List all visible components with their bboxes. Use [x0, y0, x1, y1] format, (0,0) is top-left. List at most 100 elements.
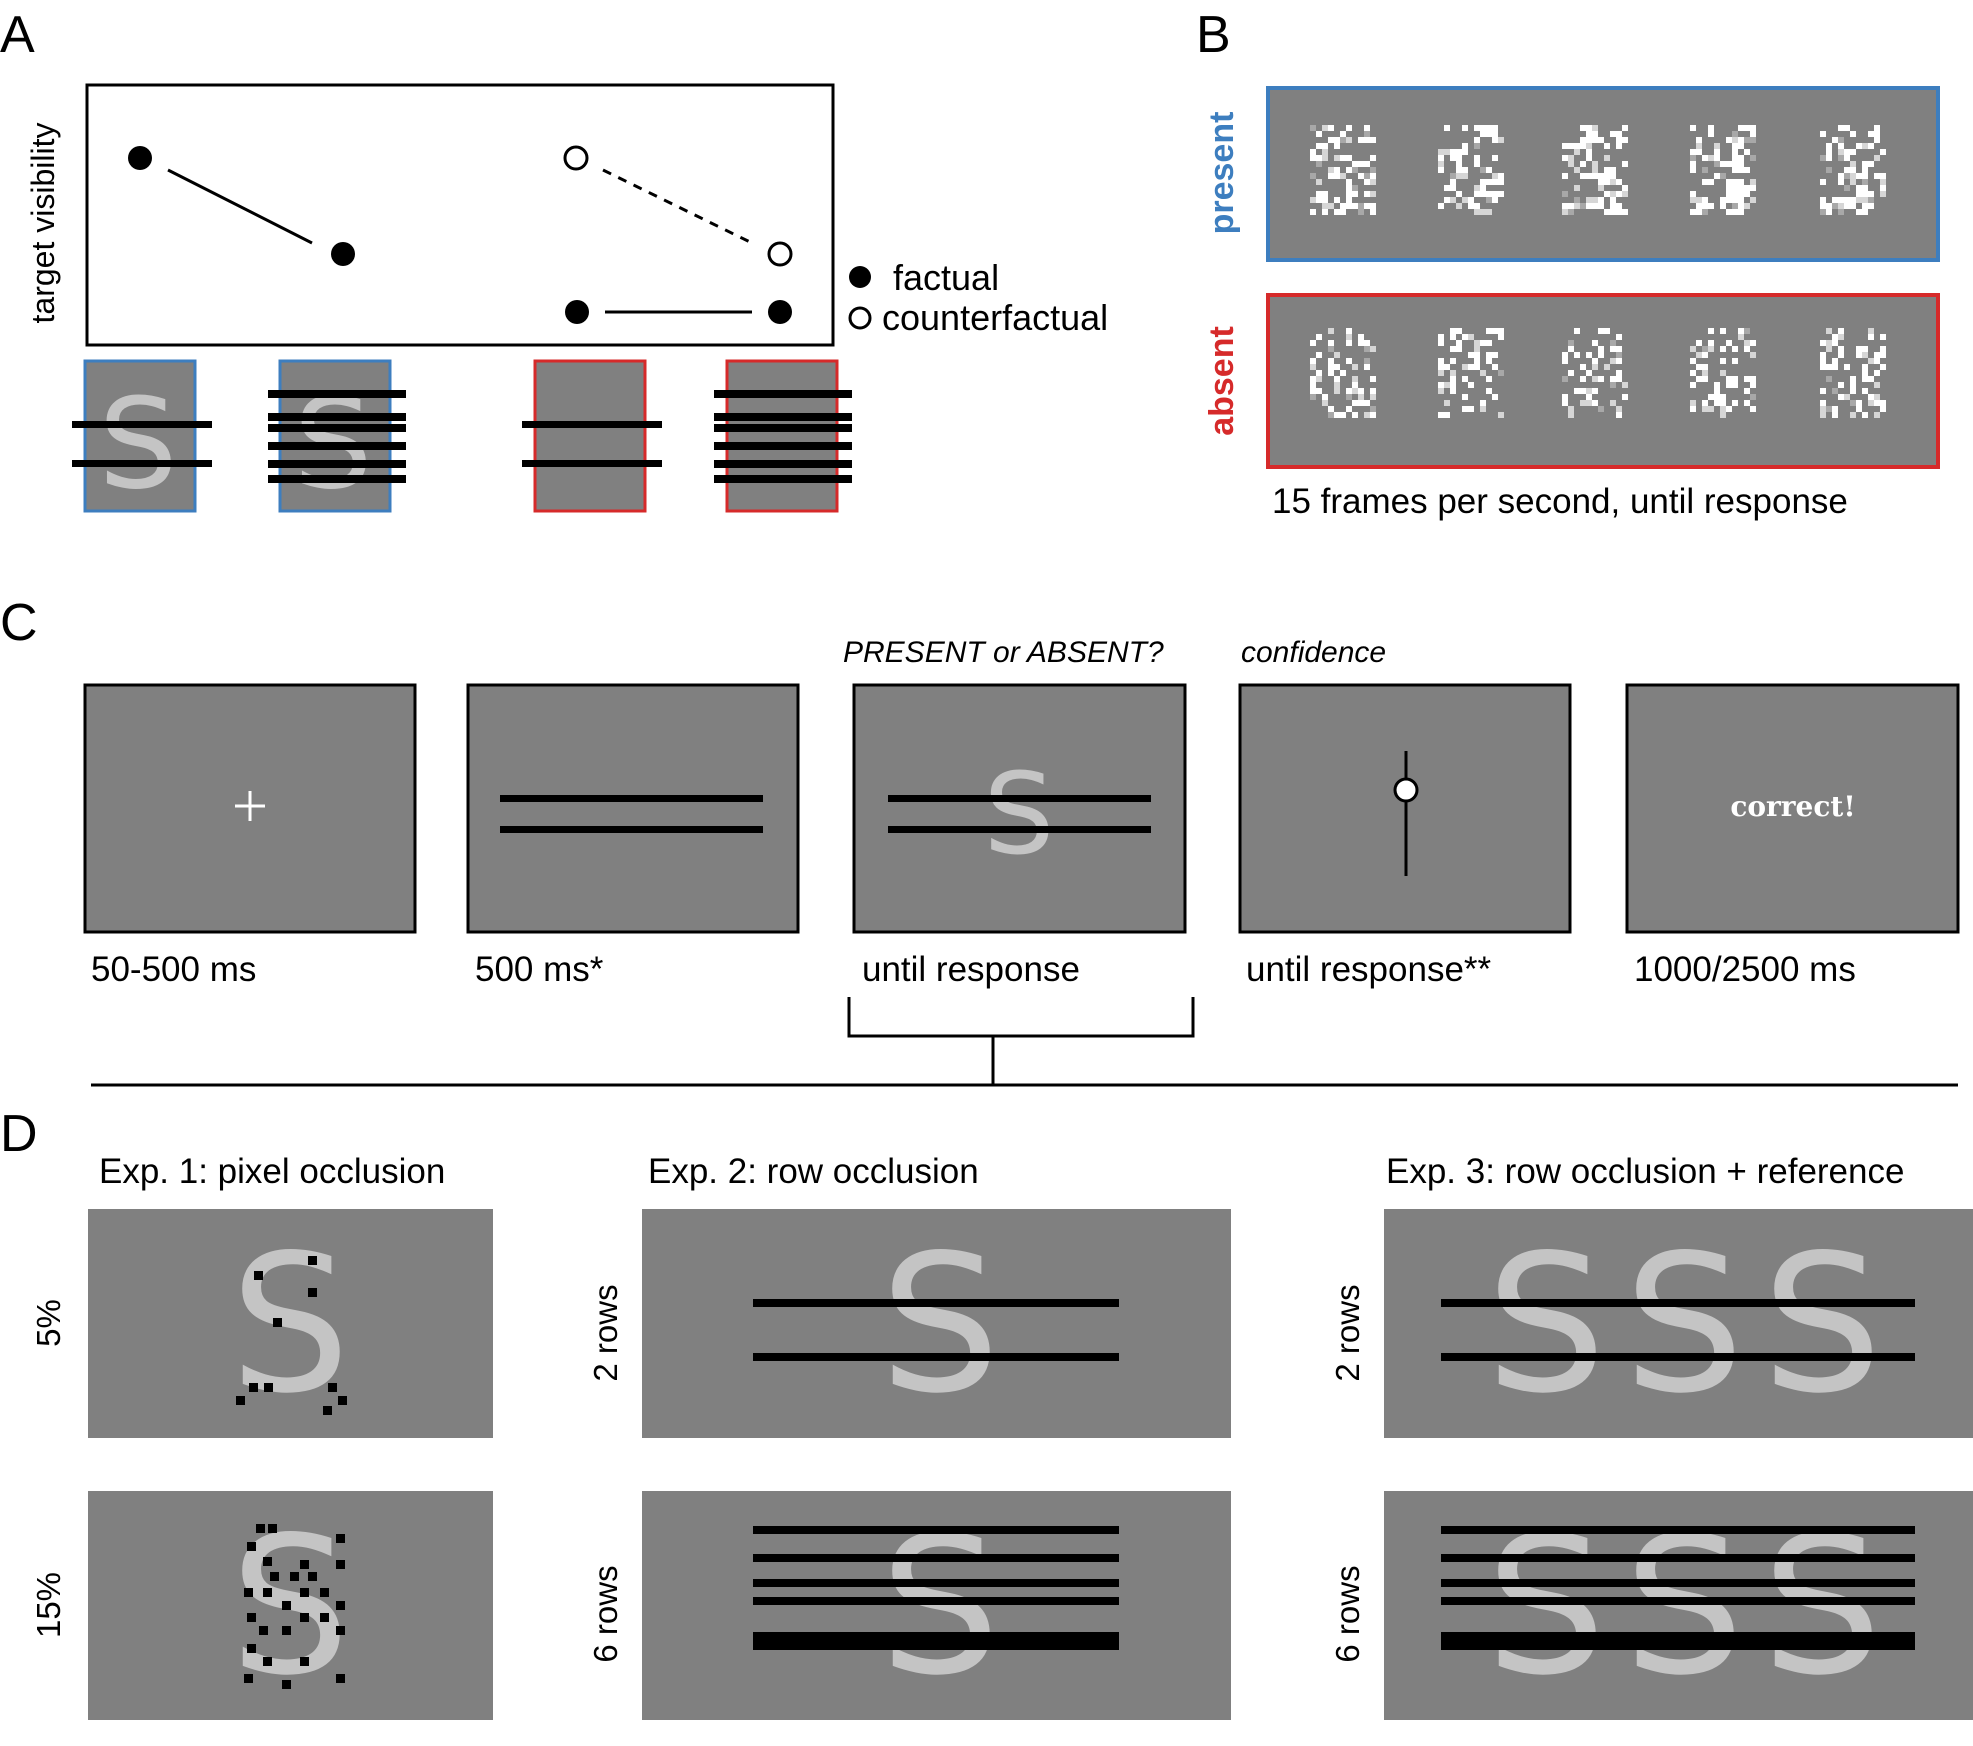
noise-pixel [1844, 203, 1850, 209]
noise-pixel [1690, 125, 1696, 131]
noise-pixel [1702, 370, 1708, 376]
noise-pixel [1340, 131, 1346, 137]
noise-pixel [1856, 143, 1862, 149]
absent-label: absent [1203, 326, 1241, 436]
noise-pixel [1604, 173, 1610, 179]
occluder-pixel [244, 1588, 253, 1597]
noise-pixel [1868, 203, 1874, 209]
noise-pixel [1726, 197, 1732, 203]
noise-pixel [1328, 358, 1334, 364]
noise-pixel [1370, 412, 1376, 418]
noise-pixel [1850, 161, 1856, 167]
occluder-pixel [320, 1613, 329, 1622]
noise-pixel [1702, 352, 1708, 358]
noise-pixel [1316, 179, 1322, 185]
noise-pixel [1696, 143, 1702, 149]
noise-pixel [1346, 137, 1352, 143]
noise-pixel [1358, 209, 1364, 215]
occluder-pixel [308, 1572, 317, 1581]
noise-pixel [1874, 125, 1880, 131]
noise-pixel [1862, 376, 1868, 382]
noise-pixel [1838, 346, 1844, 352]
noise-pixel [1480, 370, 1486, 376]
noise-pixel [1750, 352, 1756, 358]
noise-pixel [1492, 173, 1498, 179]
noise-pixel [1610, 197, 1616, 203]
noise-pixel [1610, 209, 1616, 215]
noise-pixel [1352, 161, 1358, 167]
noise-pixel [1856, 197, 1862, 203]
present-label: present [1203, 112, 1241, 235]
noise-pixel [1438, 358, 1444, 364]
exp2-title: Exp. 2: row occlusion [648, 1152, 979, 1191]
noise-pixel [1708, 340, 1714, 346]
noise-pixel [1738, 191, 1744, 197]
noise-pixel [1714, 394, 1720, 400]
noise-pixel [1370, 203, 1376, 209]
occluder-pixel [282, 1626, 291, 1635]
fixation-screen [83, 683, 417, 934]
occluder-pixel [338, 1396, 347, 1405]
noise-pixel [1486, 125, 1492, 131]
noise-pixel [1862, 209, 1868, 215]
noise-pixel [1492, 197, 1498, 203]
noise-pixel [1832, 358, 1838, 364]
noise-pixel [1604, 191, 1610, 197]
noise-pixel [1850, 412, 1856, 418]
noise-pixel [1580, 125, 1586, 131]
noise-pixel [1702, 197, 1708, 203]
noise-pixel [1856, 406, 1862, 412]
noise-pixel [1346, 155, 1352, 161]
reference-letter: S [1486, 1214, 1607, 1435]
noise-pixel [1580, 203, 1586, 209]
noise-pixel [1708, 131, 1714, 137]
noise-pixel [1580, 161, 1586, 167]
noise-pixel [1358, 137, 1364, 143]
noise-pixel [1616, 334, 1622, 340]
noise-pixel [1696, 209, 1702, 215]
noise-pixel [1868, 197, 1874, 203]
timing-feedback: 1000/2500 ms [1634, 950, 1856, 989]
noise-pixel [1868, 400, 1874, 406]
noise-pixel [1586, 155, 1592, 161]
noise-pixel [1364, 173, 1370, 179]
noise-pixel [1592, 137, 1598, 143]
noise-pixel [1880, 185, 1886, 191]
noise-pixel [1480, 400, 1486, 406]
noise-pixel [1880, 406, 1886, 412]
exp3-6rows-stimulus: S S S [1384, 1491, 1973, 1720]
noise-pixel [1568, 143, 1574, 149]
noise-pixel [1474, 191, 1480, 197]
noise-pixel [1498, 191, 1504, 197]
noise-pixel [1474, 203, 1480, 209]
noise-pixel [1598, 328, 1604, 334]
noise-pixel [1352, 364, 1358, 370]
noise-pixel [1744, 388, 1750, 394]
noise-pixel [1738, 328, 1744, 334]
noise-pixel [1370, 209, 1376, 215]
noise-pixel [1850, 388, 1856, 394]
factual-point [128, 146, 152, 170]
noise-pixel [1826, 155, 1832, 161]
noise-pixel [1726, 209, 1732, 215]
noise-pixel [1586, 388, 1592, 394]
noise-pixel [1726, 161, 1732, 167]
noise-pixel [1690, 197, 1696, 203]
noise-pixel [1732, 167, 1738, 173]
noise-pixel [1468, 364, 1474, 370]
noise-pixel [1690, 191, 1696, 197]
noise-pixel [1720, 203, 1726, 209]
noise-pixel [1616, 137, 1622, 143]
noise-pixel [1874, 352, 1880, 358]
noise-pixel [1568, 370, 1574, 376]
noise-pixel [1738, 143, 1744, 149]
noise-pixel [1844, 394, 1850, 400]
noise-pixel [1574, 328, 1580, 334]
noise-pixel [1364, 346, 1370, 352]
noise-pixel [1598, 406, 1604, 412]
noise-pixel [1844, 197, 1850, 203]
noise-pixel [1732, 131, 1738, 137]
noise-pixel [1310, 155, 1316, 161]
noise-pixel [1844, 185, 1850, 191]
noise-pixel [1364, 412, 1370, 418]
